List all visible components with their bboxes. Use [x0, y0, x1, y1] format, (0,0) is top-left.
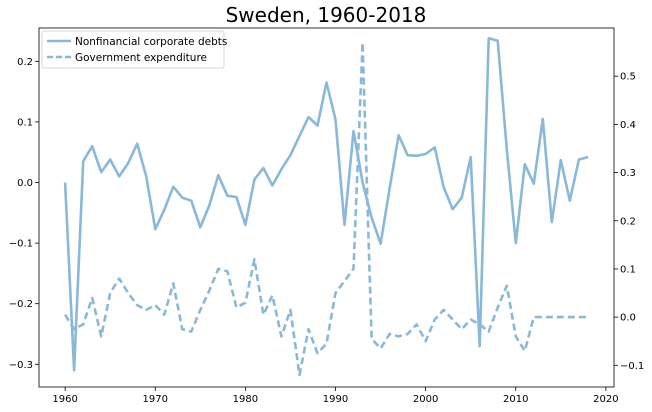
x-tick-label: 2010 — [503, 394, 528, 405]
y-axis-right: −0.1 0.0 0.1 0.2 0.3 0.4 0.5 — [614, 72, 644, 372]
series-line-government-expenditure — [63, 41, 588, 377]
x-tick-label: 2020 — [593, 394, 618, 405]
y-axis-left: −0.3 −0.2 −0.1 0.0 0.1 0.2 — [9, 57, 39, 371]
y-left-tick-label: 0.2 — [17, 57, 33, 68]
y-right-tick-label: 0.1 — [620, 264, 636, 275]
plot-series — [63, 36, 589, 377]
y-right-tick-label: 0.4 — [620, 120, 636, 131]
y-right-tick-label: 0.2 — [620, 216, 636, 227]
chart-title: Sweden, 1960-2018 — [226, 3, 427, 27]
series-line-corporate-debts — [63, 36, 589, 372]
legend-label-government-expenditure: Government expenditure — [75, 52, 207, 64]
y-left-tick-label: −0.3 — [9, 360, 33, 371]
legend-box — [41, 30, 225, 69]
y-left-tick-label: 0.1 — [17, 117, 33, 128]
y-right-tick-label: 0.0 — [620, 313, 636, 324]
y-left-tick-label: −0.2 — [9, 299, 33, 310]
plot-frame — [38, 27, 615, 388]
y-right-tick-label: 0.3 — [620, 168, 636, 179]
y-left-tick-label: −0.1 — [9, 239, 33, 250]
x-tick-label: 1980 — [233, 394, 258, 405]
legend: Nonfinancial corporate debts Government … — [41, 30, 227, 69]
x-tick-label: 1970 — [143, 394, 168, 405]
legend-label-corporate-debts: Nonfinancial corporate debts — [75, 36, 227, 48]
y-right-tick-label: −0.1 — [620, 361, 644, 372]
x-tick-label: 1960 — [52, 394, 77, 405]
y-left-tick-label: 0.0 — [17, 178, 33, 189]
y-right-tick-label: 0.5 — [620, 72, 636, 83]
x-tick-label: 2000 — [413, 394, 438, 405]
x-tick-label: 1990 — [323, 394, 348, 405]
x-axis: 1960 1970 1980 1990 2000 2010 2020 — [52, 387, 619, 405]
